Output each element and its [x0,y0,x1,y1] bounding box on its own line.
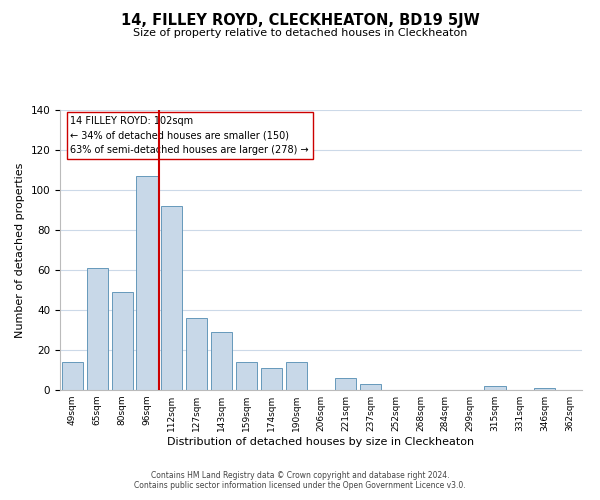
Text: Contains HM Land Registry data © Crown copyright and database right 2024.
Contai: Contains HM Land Registry data © Crown c… [134,470,466,490]
Bar [112,292,133,390]
Bar [136,176,158,390]
Bar [211,332,232,390]
Bar [484,386,506,390]
Text: Size of property relative to detached houses in Cleckheaton: Size of property relative to detached ho… [133,28,467,38]
Bar [236,362,257,390]
Y-axis label: Number of detached properties: Number of detached properties [15,162,25,338]
Text: 14, FILLEY ROYD, CLECKHEATON, BD19 5JW: 14, FILLEY ROYD, CLECKHEATON, BD19 5JW [121,12,479,28]
Text: 14 FILLEY ROYD: 102sqm
← 34% of detached houses are smaller (150)
63% of semi-de: 14 FILLEY ROYD: 102sqm ← 34% of detached… [70,116,309,155]
Bar [360,384,381,390]
Bar [161,206,182,390]
Bar [186,318,207,390]
Bar [261,368,282,390]
Bar [87,268,108,390]
Bar [335,378,356,390]
Bar [62,362,83,390]
Bar [286,362,307,390]
X-axis label: Distribution of detached houses by size in Cleckheaton: Distribution of detached houses by size … [167,437,475,447]
Bar [534,388,555,390]
